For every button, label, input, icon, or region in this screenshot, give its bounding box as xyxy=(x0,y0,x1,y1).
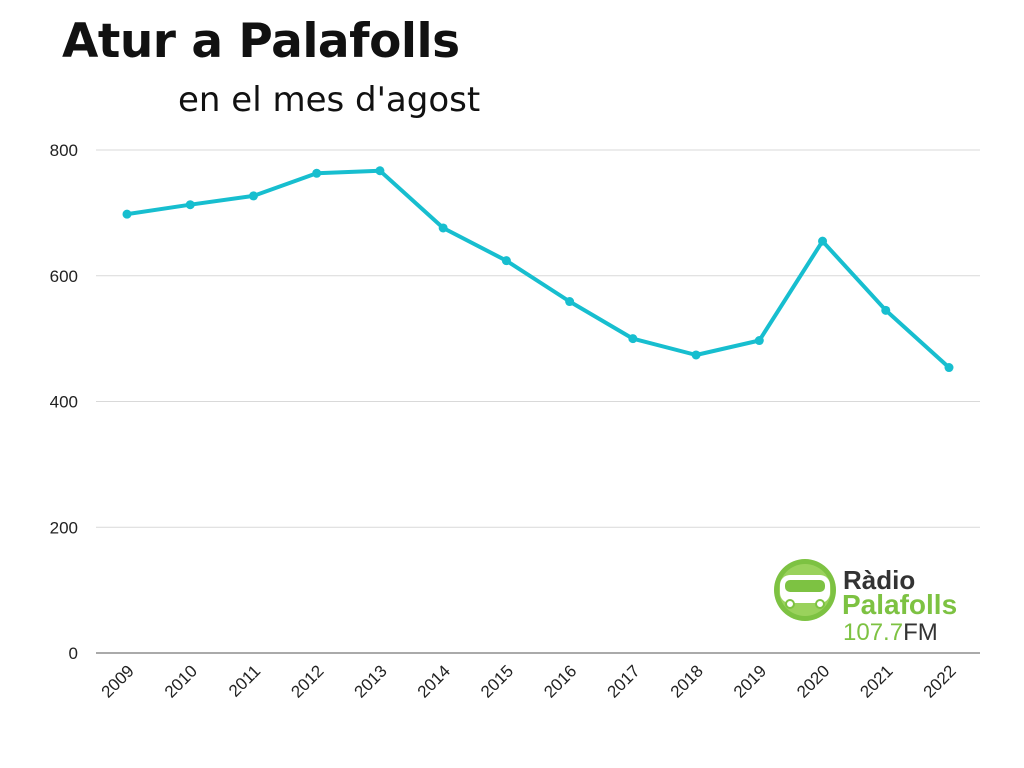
data-point xyxy=(818,236,828,246)
y-tick-label: 400 xyxy=(50,393,78,412)
data-point xyxy=(628,334,638,344)
logo-freq-number: 107.7 xyxy=(843,619,903,646)
y-tick-label: 800 xyxy=(50,141,78,160)
x-tick-label: 2010 xyxy=(161,661,201,701)
data-point xyxy=(312,168,322,178)
logo-wheel-icon xyxy=(815,599,825,609)
x-tick-label: 2015 xyxy=(477,661,517,701)
logo-freq-band: FM xyxy=(903,619,938,646)
logo-bus-window xyxy=(785,580,825,592)
x-tick-label: 2022 xyxy=(920,661,960,701)
data-point xyxy=(438,223,448,233)
data-point xyxy=(565,297,575,307)
x-tick-label: 2020 xyxy=(793,661,833,701)
y-tick-label: 0 xyxy=(69,644,78,663)
data-point xyxy=(691,350,701,360)
x-tick-label: 2021 xyxy=(856,661,896,701)
x-tick-label: 2019 xyxy=(730,661,770,701)
y-axis-ticks: 0 200 400 600 800 xyxy=(50,141,78,663)
logo-text-radio: Ràdio xyxy=(843,565,915,595)
data-point xyxy=(248,191,258,201)
y-tick-label: 200 xyxy=(50,518,78,537)
data-point xyxy=(185,200,195,210)
x-tick-label: 2013 xyxy=(351,661,391,701)
logo-frequency: 107.7FM xyxy=(843,619,938,646)
data-point xyxy=(881,305,891,315)
radio-palafolls-logo: Ràdio Palafolls 107.7FM xyxy=(774,559,957,646)
data-point xyxy=(375,166,385,176)
logo-text-palafolls: Palafolls xyxy=(842,589,957,620)
x-tick-label: 2011 xyxy=(225,661,264,700)
data-point xyxy=(122,209,132,219)
x-tick-label: 2014 xyxy=(414,661,454,701)
x-tick-label: 2018 xyxy=(667,661,707,701)
data-points xyxy=(122,166,954,373)
x-tick-label: 2012 xyxy=(287,661,327,701)
chart-title: Atur a Palafolls xyxy=(62,14,460,69)
x-tick-label: 2009 xyxy=(98,661,138,701)
data-point xyxy=(754,336,764,346)
logo-wheel-icon xyxy=(785,599,795,609)
chart-subtitle: en el mes d'agost xyxy=(178,80,481,120)
series-line xyxy=(125,168,951,370)
data-point xyxy=(944,363,954,373)
grid-lines xyxy=(96,149,980,654)
x-tick-label: 2016 xyxy=(540,661,580,701)
data-point xyxy=(501,256,511,266)
x-tick-label: 2017 xyxy=(603,661,643,701)
x-axis-ticks: 2009 2010 2011 2012 2013 2014 2015 2016 2017 2018… xyxy=(98,661,960,701)
y-tick-label: 600 xyxy=(50,267,78,286)
